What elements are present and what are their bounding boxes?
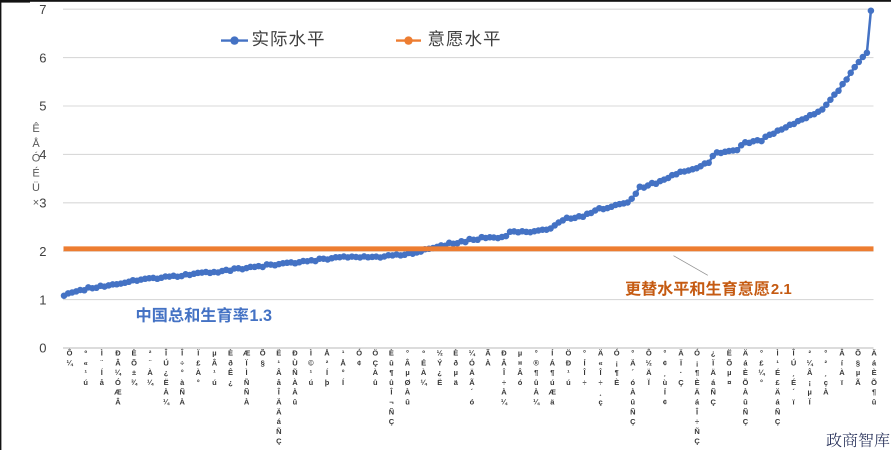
svg-text:²¼Â¡µÏ: ² ¼ Â ¡ µ Ï bbox=[807, 349, 814, 407]
svg-text:°¢¸ùÍ¢: ° ¢ ¸ ù Í ¢ bbox=[663, 349, 668, 407]
svg-text:6: 6 bbox=[39, 50, 46, 65]
svg-text:1.3: 1.3 bbox=[250, 307, 273, 325]
svg-text:Ï£À°: Ï £ À ° bbox=[196, 349, 202, 387]
svg-text:Ó¢: Ó ¢ bbox=[356, 349, 362, 368]
svg-text:ËÕµ¤: Ë Õµ ¤ bbox=[726, 349, 732, 387]
svg-text:Ì¨Íå: Ì ¨ Íå bbox=[100, 349, 105, 387]
svg-text:4: 4 bbox=[39, 147, 46, 162]
svg-text:1: 1 bbox=[39, 292, 46, 307]
svg-text:ÎÚ¸É´ï: Î Ú ¸ É ´ ï bbox=[791, 349, 796, 407]
svg-text:5: 5 bbox=[39, 99, 46, 114]
svg-text:2: 2 bbox=[39, 244, 46, 259]
svg-text:ÈÕ±¾: È Õ ± ¾ bbox=[131, 349, 138, 387]
svg-text:Ô¼: Ô¼ bbox=[66, 349, 73, 368]
svg-text:ÐÂÎ÷À¼: Ð Â Î ÷ À ¼ bbox=[501, 349, 508, 407]
svg-text:°£¼°: ° £ ¼ ° bbox=[758, 349, 765, 387]
svg-text:ÈðÊ¿: Èð Ê ¿ bbox=[228, 349, 233, 387]
svg-text:¹Å°Í: ¹ Å ° Í bbox=[340, 349, 346, 387]
svg-text:Èû¶ûÎ¬ÑÇ: Èû ¶ û Î ¬ Ñ Ç bbox=[389, 349, 395, 427]
svg-text:²¨À¼: ² ¨ À ¼ bbox=[147, 349, 154, 387]
svg-text:ÎÚ¿ËÀ¼: Î Ú ¿ Ë À ¼ bbox=[163, 349, 170, 407]
svg-text:½Ý¿Ë: ½ Ý ¿ Ë bbox=[437, 349, 443, 387]
svg-text:Õ§: Õ § bbox=[260, 349, 266, 368]
svg-text:Ì©¹ú: Ì © ¹ ú bbox=[308, 349, 314, 387]
svg-text:ÃÀ: ÃÀ bbox=[485, 349, 491, 368]
svg-text:º«¹ú: º «¹ ú bbox=[83, 349, 88, 387]
svg-text:Î÷°àÑÀ: Î ÷ ° à Ñ À bbox=[179, 349, 185, 407]
svg-text:ÍÁ¶úÆä: Í Á ¶ ú Æä bbox=[549, 349, 557, 407]
svg-text:0: 0 bbox=[39, 341, 46, 356]
svg-text:Ä«Î÷¸ç: Ä «Î ÷ ¸ ç bbox=[598, 349, 604, 407]
svg-text:°²¸çÀ­: °²¸çÀ­ bbox=[823, 349, 829, 397]
svg-text:µ¤Âó: µ ¤ Âó bbox=[517, 349, 523, 387]
svg-text:°®¶ûÀ¼: ° ® ¶ û À ¼ bbox=[533, 349, 540, 407]
svg-text:Ó¡¶È: Ó ¡ ¶ È bbox=[614, 349, 620, 387]
svg-text:3: 3 bbox=[39, 196, 46, 211]
svg-text:Õ§µÃ: Õ § µ Ã bbox=[855, 349, 861, 387]
svg-text:2.1: 2.1 bbox=[771, 281, 792, 298]
svg-text:Ô½ÄÏ: Ô½ÄÏ bbox=[646, 349, 652, 387]
svg-text:ÄÏ·Ç: Ä Ï · Ç bbox=[678, 349, 684, 387]
svg-text:°ÍÎ÷: ° Í Î ÷ bbox=[582, 349, 586, 387]
svg-text:7: 7 bbox=[39, 2, 46, 17]
